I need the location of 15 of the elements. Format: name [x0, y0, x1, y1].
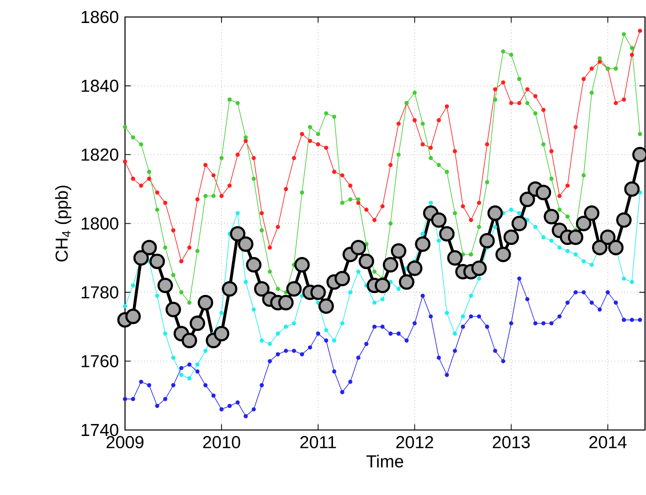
x-tick-label: 2010 — [203, 436, 240, 448]
y-tick-label: 1820 — [82, 148, 118, 161]
y-tick-label: 1860 — [82, 10, 118, 24]
y-tick-label: 1840 — [82, 80, 118, 92]
y-tick-label: 1740 — [82, 424, 118, 436]
y-tick-label: 1800 — [82, 217, 118, 230]
x-tick-label: 2013 — [492, 436, 530, 448]
x-tick-label: 2009 — [106, 436, 144, 448]
x-tick-label: 2011 — [300, 436, 336, 448]
x-tick-label: 2012 — [396, 436, 434, 448]
y-axis-title: CH$_{4}$ (ppb) — [55, 186, 72, 262]
y-tick-label: 1780 — [82, 286, 118, 298]
y-tick-label: 1760 — [82, 355, 118, 368]
x-tick-label: 2014 — [589, 436, 627, 448]
x-axis-title: Time — [366, 454, 404, 468]
